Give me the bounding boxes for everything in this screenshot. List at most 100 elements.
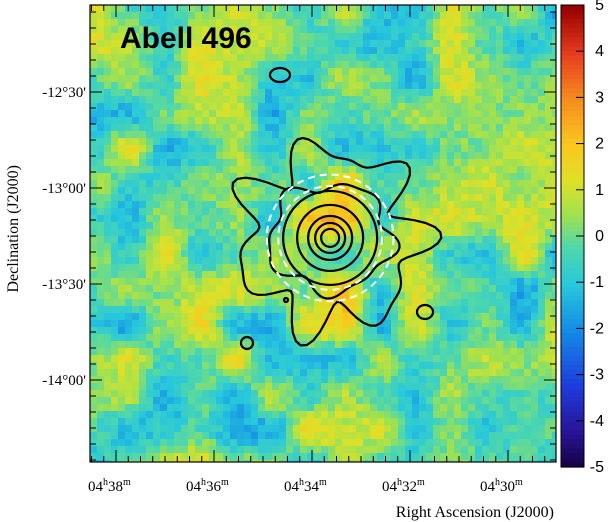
colorbar-tick-label: 5 [595, 0, 604, 14]
colorbar-step [561, 180, 584, 186]
colorbar-step [561, 129, 584, 135]
colorbar-step [561, 143, 584, 149]
colorbar-step [561, 111, 584, 117]
region-circles [265, 173, 395, 303]
colorbar-step [561, 286, 584, 293]
colorbar-tick-label: -3 [590, 367, 604, 384]
x-tick-label: 04h30m [480, 477, 523, 495]
x-tick-label: 04h32m [382, 477, 425, 495]
colorbar-step [561, 337, 584, 343]
colorbar-step [561, 397, 584, 403]
colorbar-step [561, 32, 584, 38]
colorbar-step [561, 65, 584, 71]
colorbar-step [561, 97, 584, 103]
colorbar-step [561, 115, 584, 122]
colorbar-step [561, 166, 584, 172]
x-axis-title: Right Ascension (J2000) [396, 504, 554, 521]
colorbar-step [561, 314, 584, 320]
colorbar-tick-label: 1 [595, 182, 604, 199]
colorbar-step [561, 393, 584, 399]
colorbar-step [561, 328, 584, 334]
colorbar-step [561, 425, 584, 431]
colorbar-step [561, 5, 584, 11]
colorbar-step [561, 254, 584, 260]
colorbar-step [561, 171, 584, 177]
x-tick-label: 04h36m [186, 477, 229, 495]
contour-ring [296, 203, 365, 273]
colorbar-step [561, 212, 584, 219]
colorbar-step [561, 199, 584, 205]
y-tick-label: -14°00' [42, 373, 86, 389]
colorbar-step [561, 208, 584, 214]
colorbar-step [561, 333, 584, 339]
colorbar-tick-label: -4 [590, 413, 604, 430]
colorbar-step [561, 296, 584, 302]
colorbar-step [561, 356, 584, 362]
colorbar-step [561, 51, 584, 57]
colorbar-step [561, 282, 584, 288]
contour-ring [314, 221, 347, 255]
colorbar-step [561, 439, 584, 445]
colorbar-step [561, 102, 584, 108]
colorbar-step [561, 23, 584, 29]
colorbar-step [561, 203, 584, 209]
colorbar-step [561, 462, 584, 468]
y-tick-label: -12°30' [42, 85, 86, 101]
colorbar-step [561, 277, 584, 283]
colorbar-step [561, 157, 584, 163]
colorbar-step [561, 249, 584, 256]
colorbar-step [561, 259, 584, 265]
colorbar-step [561, 305, 584, 311]
colorbar-step [561, 406, 584, 413]
colorbar-step [561, 411, 584, 417]
colorbar-step [561, 365, 584, 371]
colorbar-step [561, 453, 584, 459]
y-axis-title: Declination (J2000) [5, 165, 22, 293]
contour-outer [231, 136, 443, 347]
colorbar-step [561, 217, 584, 223]
region-circle-2 [277, 185, 383, 291]
colorbar-step [561, 125, 584, 131]
colorbar-step [561, 240, 584, 246]
colorbar-step [561, 88, 584, 94]
colorbar-tick-label: 2 [595, 136, 604, 153]
colorbar-step [561, 342, 584, 348]
colorbar-step [561, 430, 584, 436]
colorbar-tick-label: 4 [595, 43, 604, 60]
colorbar-labels: 5 4 3 2 1 0 -1 -2 -3 -4 -5 [576, 0, 604, 476]
colorbar-step [561, 78, 584, 85]
colorbar-step [561, 300, 584, 306]
plot-frame [89, 4, 557, 463]
colorbar-step [561, 323, 584, 329]
colorbar-step [561, 185, 584, 191]
colorbar-step [561, 245, 584, 251]
colorbar-step [561, 263, 584, 269]
contour-ring [268, 182, 401, 300]
plot-title: Abell 496 [120, 22, 252, 55]
colorbar-step [561, 9, 584, 15]
colorbar-step [561, 46, 584, 52]
contour-island [268, 66, 292, 84]
colorbar-tick-label: 0 [595, 228, 604, 245]
colorbar-step [561, 60, 584, 66]
colorbar-step [561, 319, 584, 325]
colorbar-step [561, 148, 584, 154]
colorbar-step [561, 383, 584, 390]
y-tick-label: -13°30' [42, 277, 86, 293]
colorbar-step [561, 41, 584, 48]
colorbar-step [561, 37, 584, 43]
colorbar-step [561, 120, 584, 126]
contour-ring [307, 214, 354, 262]
colorbar-step [561, 194, 584, 200]
colorbar-step [561, 416, 584, 422]
colorbar-step [561, 175, 584, 182]
colorbar-step [561, 434, 584, 440]
colorbar-step [561, 134, 584, 140]
heatmap-map [90, 5, 556, 462]
colorbar-step [561, 18, 584, 25]
colorbar-step [561, 83, 584, 89]
colorbar-step [561, 309, 584, 316]
colorbar-tick-label: 3 [595, 89, 604, 106]
y-axis-ticks: -12°30' -13°00' -13°30' -14°00' [42, 11, 556, 461]
